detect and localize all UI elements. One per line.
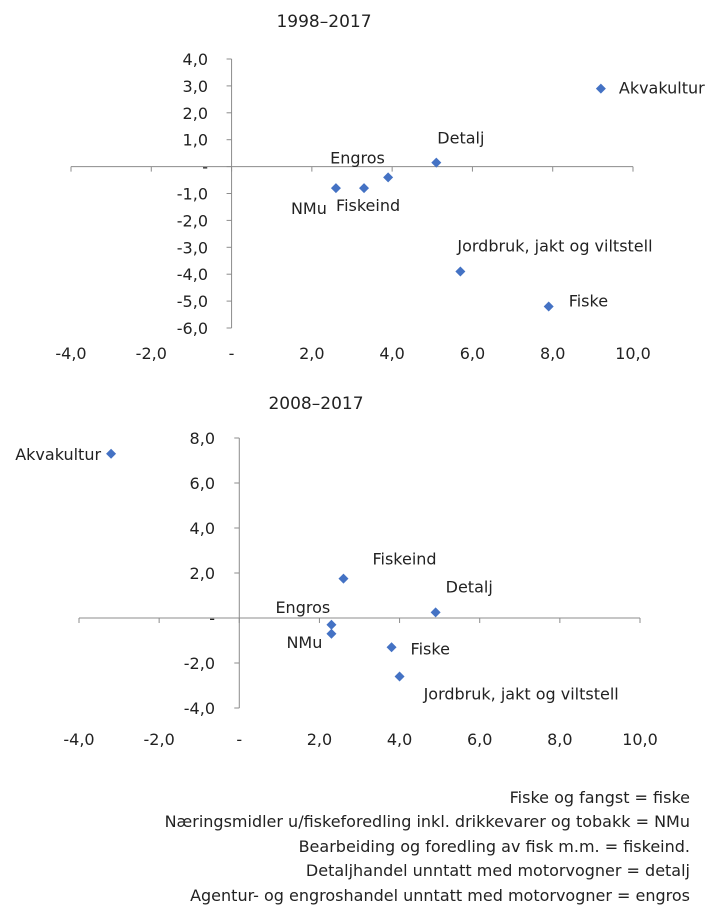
data-point-marker [430, 607, 441, 618]
note-line: Detaljhandel unntatt med motorvogner = d… [305, 861, 690, 881]
data-point-label: Fiskeind [372, 550, 436, 569]
x-tick-label: 2,0 [307, 730, 332, 749]
data-point-label: Engros [330, 148, 385, 167]
y-tick-label: 2,0 [183, 104, 208, 123]
x-tick-label: 4,0 [387, 730, 412, 749]
x-tick-label: -2,0 [144, 730, 175, 749]
y-tick-label: 1,0 [183, 131, 208, 150]
data-point-label: Akvakultur [15, 445, 101, 464]
y-tick-label: - [209, 609, 215, 628]
x-tick-label: - [229, 344, 235, 363]
data-point-marker [359, 183, 370, 194]
y-tick-label: -6,0 [177, 319, 208, 338]
data-point-marker [595, 83, 606, 94]
y-tick-label: -2,0 [184, 654, 215, 673]
y-tick-label: -4,0 [177, 265, 208, 284]
data-point-label: Detalj [446, 577, 493, 596]
x-tick-label: 2,0 [299, 344, 324, 363]
x-tick-label: 10,0 [615, 344, 651, 363]
notes-block: Fiske og fangst = fiske Næringsmidler u/… [30, 786, 690, 908]
chart-svg: 1998–2017-4,0 -2,0-2,0 4,0 6,0 8,0 10,04,03,0… [15, 12, 705, 749]
data-point-marker [394, 671, 405, 682]
y-tick-label: - [202, 158, 208, 177]
y-tick-label: 6,0 [190, 474, 215, 493]
data-point-label: Akvakultur [619, 79, 705, 98]
chart-title: 2008–2017 [268, 394, 363, 414]
y-tick-label: 2,0 [190, 564, 215, 583]
note-line: Bearbeiding og foredling av fisk m.m. = … [298, 836, 690, 856]
data-point-label: Detalj [437, 129, 484, 148]
y-tick-label: 8,0 [190, 429, 215, 448]
data-point-marker [330, 183, 341, 194]
data-point-label: Engros [275, 598, 330, 617]
x-tick-label: -4,0 [55, 344, 86, 363]
x-tick-label: 8,0 [547, 730, 572, 749]
data-point-label: Fiskeind [336, 196, 400, 215]
x-tick-label: 6,0 [460, 344, 485, 363]
x-tick-label: 8,0 [540, 344, 565, 363]
y-tick-label: 4,0 [190, 519, 215, 538]
data-point-label: Fiske [411, 639, 450, 658]
x-tick-label: -2,0 [136, 344, 167, 363]
y-tick-label: -4,0 [184, 699, 215, 718]
data-point-label: Fiske [569, 291, 608, 310]
x-tick-label: 4,0 [379, 344, 404, 363]
x-tick-label: 6,0 [467, 730, 492, 749]
note-line: Næringsmidler u/fiskeforedling inkl. dri… [164, 812, 690, 832]
data-point-marker [543, 301, 554, 312]
data-point-marker [326, 619, 337, 630]
data-point-marker [386, 642, 397, 653]
data-point-marker [431, 157, 442, 168]
data-point-marker [383, 172, 394, 183]
y-tick-label: -3,0 [177, 238, 208, 257]
data-point-marker [455, 266, 466, 277]
y-tick-label: 4,0 [183, 50, 208, 69]
note-line: Agentur- og engroshandel unntatt med mot… [190, 885, 690, 905]
x-tick-label: - [236, 730, 242, 749]
y-tick-label: -2,0 [177, 211, 208, 230]
note-line: Fiske og fangst = fiske [509, 788, 690, 807]
data-point-marker [106, 448, 117, 459]
chart-title: 1998–2017 [276, 12, 371, 32]
y-tick-label: -1,0 [177, 185, 208, 204]
data-point-marker [326, 628, 337, 639]
y-tick-label: 3,0 [183, 77, 208, 96]
x-tick-label: 10,0 [622, 730, 658, 749]
x-tick-label: -4,0 [63, 730, 94, 749]
data-point-label: NMu [286, 633, 322, 652]
data-point-label: Jordbruk, jakt og viltstell [423, 685, 619, 704]
data-point-label: Jordbruk, jakt og viltstell [456, 237, 652, 256]
data-point-label: NMu [291, 199, 327, 218]
y-tick-label: -5,0 [177, 292, 208, 311]
data-point-marker [338, 573, 349, 584]
